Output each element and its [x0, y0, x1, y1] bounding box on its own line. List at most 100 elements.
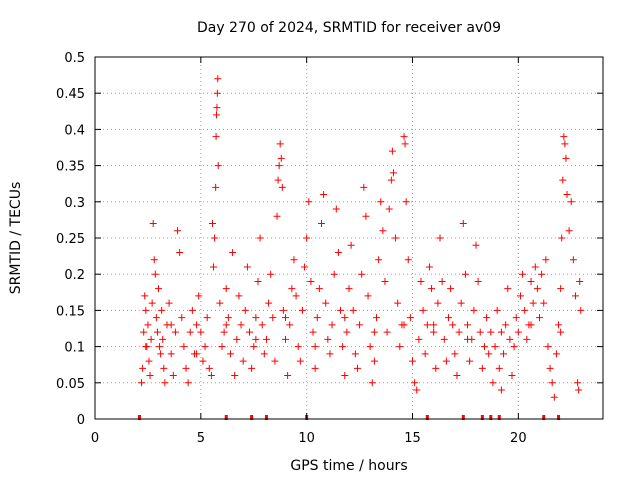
y-tick-label: 0.5 — [64, 51, 85, 66]
data-point — [224, 314, 232, 322]
data-point — [188, 306, 196, 314]
data-point — [514, 328, 522, 336]
data-point — [563, 191, 571, 199]
data-point — [153, 328, 161, 336]
data-point — [161, 379, 169, 387]
data-point — [529, 299, 537, 307]
data-point — [274, 176, 282, 184]
data-point — [504, 285, 512, 293]
data-point — [497, 328, 505, 336]
data-point — [487, 328, 495, 336]
data-point — [243, 263, 251, 271]
data-point — [167, 350, 175, 358]
data-point — [276, 140, 284, 148]
gap-marker — [542, 415, 546, 420]
data-point — [171, 328, 179, 336]
data-point — [353, 364, 361, 372]
data-point — [470, 306, 478, 314]
gap-marker — [480, 415, 484, 420]
y-tick-label: 0.3 — [64, 196, 85, 211]
data-point — [150, 256, 158, 264]
data-point — [258, 321, 266, 329]
gap-marker — [557, 415, 561, 420]
data-point — [510, 343, 518, 351]
data-point — [193, 350, 201, 358]
x-tick-label: 20 — [510, 431, 527, 446]
data-point — [575, 386, 583, 394]
grid-lines — [95, 57, 603, 419]
data-point — [442, 357, 450, 365]
data-point — [444, 314, 452, 322]
data-point — [421, 350, 429, 358]
gap-marker — [497, 415, 501, 420]
data-point — [141, 292, 149, 300]
data-point — [516, 292, 524, 300]
data-point — [149, 220, 157, 228]
data-point — [491, 343, 499, 351]
data-point — [423, 321, 431, 329]
data-point — [176, 248, 184, 256]
data-point — [328, 321, 336, 329]
data-point — [402, 198, 410, 206]
data-point — [298, 306, 306, 314]
data-point — [252, 335, 260, 343]
data-point — [574, 379, 582, 387]
data-point — [383, 328, 391, 336]
data-point — [142, 343, 150, 351]
data-point — [282, 335, 289, 343]
data-point — [360, 183, 368, 191]
data-point — [262, 335, 270, 343]
data-point — [406, 314, 414, 322]
data-point — [339, 343, 347, 351]
data-point — [464, 321, 472, 329]
data-point — [417, 277, 425, 285]
data-point — [527, 321, 535, 329]
data-point — [256, 234, 264, 242]
y-tick-label: 0.1 — [64, 341, 85, 356]
data-point — [555, 321, 563, 329]
data-point — [265, 299, 273, 307]
data-point — [254, 277, 262, 285]
data-point — [151, 270, 159, 278]
data-point — [523, 335, 531, 343]
x-axis-label: GPS time / hours — [290, 458, 407, 474]
data-point — [552, 350, 560, 358]
data-point — [527, 277, 535, 285]
gap-marker — [489, 415, 493, 420]
data-point — [278, 183, 286, 191]
data-point — [301, 263, 309, 271]
data-point — [317, 220, 325, 228]
data-point — [373, 314, 381, 322]
data-point — [138, 379, 146, 387]
data-point — [157, 350, 165, 358]
data-point — [432, 364, 440, 372]
data-point — [544, 343, 552, 351]
data-point — [155, 285, 162, 293]
data-point — [493, 306, 501, 314]
data-point — [148, 299, 156, 307]
data-point — [239, 357, 247, 365]
data-point — [180, 343, 188, 351]
data-point — [216, 299, 224, 307]
data-point — [212, 133, 220, 141]
data-point — [205, 364, 213, 372]
data-point — [169, 372, 177, 380]
data-point — [540, 299, 548, 307]
data-point — [284, 372, 292, 380]
data-point — [139, 364, 147, 372]
data-point — [324, 335, 332, 343]
data-point — [451, 350, 459, 358]
data-point — [207, 372, 215, 380]
data-point — [436, 234, 444, 242]
data-point — [548, 379, 556, 387]
data-point — [356, 321, 364, 329]
data-point — [337, 306, 345, 314]
data-point — [519, 270, 527, 278]
data-point — [279, 306, 287, 314]
x-tick-label: 15 — [404, 431, 421, 446]
data-point — [201, 343, 209, 351]
data-point — [140, 328, 148, 336]
data-point — [208, 220, 216, 228]
